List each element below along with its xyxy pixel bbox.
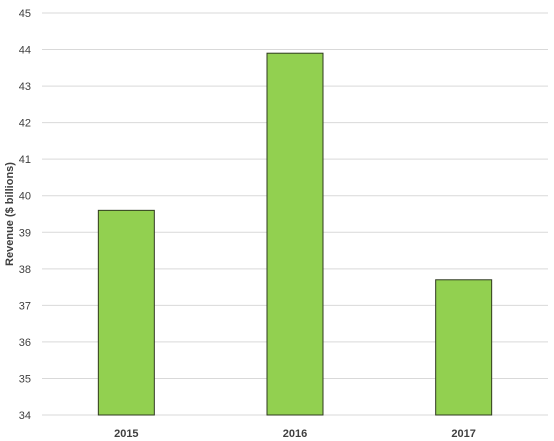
x-tick-label: 2016 xyxy=(283,428,307,440)
bar-2015 xyxy=(97,209,155,416)
y-tick-label: 42 xyxy=(19,118,31,130)
bar-2016 xyxy=(266,52,324,416)
y-axis-ticks: 34 35 36 37 38 39 40 41 42 43 44 45 xyxy=(19,8,31,422)
y-tick-label: 38 xyxy=(19,264,31,276)
y-tick-label: 43 xyxy=(19,81,31,93)
bar-2017 xyxy=(435,279,493,416)
x-tick-label: 2015 xyxy=(114,428,138,440)
y-tick-label: 37 xyxy=(19,300,31,312)
y-tick-label: 45 xyxy=(19,8,31,20)
x-axis-labels: 2015 2016 2017 xyxy=(114,428,476,440)
y-axis-title: Revenue ($ billions) xyxy=(4,162,16,266)
y-tick-label: 44 xyxy=(19,45,31,57)
y-tick-label: 39 xyxy=(19,227,31,239)
bars xyxy=(97,52,493,416)
x-tick-label: 2017 xyxy=(451,428,475,440)
y-tick-label: 36 xyxy=(19,337,31,349)
y-tick-label: 41 xyxy=(19,154,31,166)
y-tick-label: 34 xyxy=(19,410,31,422)
y-tick-label: 40 xyxy=(19,191,31,203)
y-tick-label: 35 xyxy=(19,373,31,385)
